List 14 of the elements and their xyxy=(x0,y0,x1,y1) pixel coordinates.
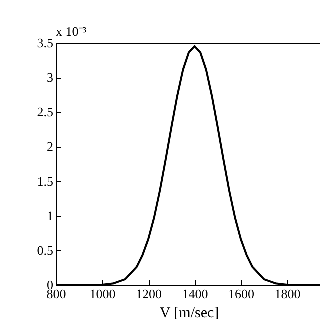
x-tick-label: 1400 xyxy=(182,286,208,302)
x-tick-label: 1600 xyxy=(228,286,255,302)
y-tick-label: 1 xyxy=(47,208,54,224)
x-axis-title: V [m/sec] xyxy=(160,306,220,320)
y-tick-label: 2.5 xyxy=(37,104,54,120)
y-tick-label: 0.5 xyxy=(37,242,54,258)
y-tick-label: 1.5 xyxy=(37,174,54,189)
x-tick-label: 1000 xyxy=(90,286,116,302)
text: x 10⁻³ xyxy=(56,24,87,39)
y-tick-label: 3 xyxy=(47,70,54,86)
x-tick-label: 1800 xyxy=(274,286,301,302)
y-tick-label: 3.5 xyxy=(37,36,54,50)
x-tick-label: 1200 xyxy=(136,286,162,302)
y-tick-label: 2 xyxy=(47,139,54,154)
